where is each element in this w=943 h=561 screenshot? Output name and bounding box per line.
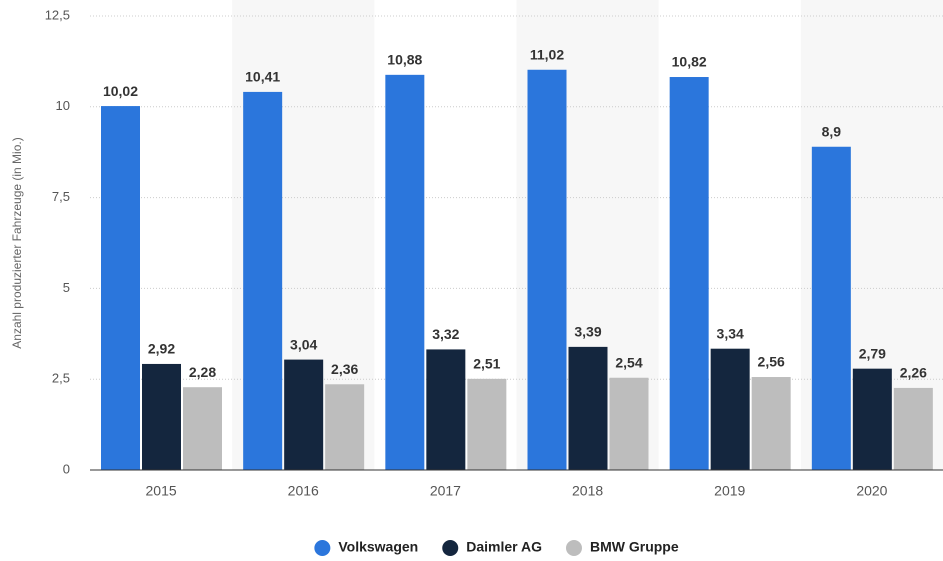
value-label: 2,54 [615, 354, 642, 370]
x-tick-label: 2020 [856, 483, 887, 499]
bar [101, 106, 140, 470]
bar [893, 387, 933, 470]
value-label: 10,02 [103, 83, 138, 99]
bar [183, 387, 222, 470]
value-label: 2,36 [331, 361, 358, 377]
x-tick-label: 2015 [146, 483, 177, 499]
value-label: 11,02 [530, 46, 564, 62]
bar [385, 74, 425, 470]
value-label: 10,82 [672, 54, 707, 70]
value-label: 8,9 [822, 123, 842, 139]
value-label: 2,92 [148, 341, 175, 357]
y-tick-label: 5 [63, 280, 70, 295]
y-tick-label: 12,5 [45, 7, 70, 22]
value-label: 3,34 [717, 325, 744, 341]
bar [852, 368, 892, 470]
y-tick-label: 10 [56, 98, 70, 113]
bar [527, 69, 567, 470]
x-tick-label: 2019 [714, 483, 745, 499]
bar [142, 363, 181, 470]
legend-label: Volkswagen [338, 539, 418, 555]
bar [243, 91, 283, 470]
bar [710, 348, 750, 470]
bar [751, 377, 791, 470]
value-label: 10,88 [387, 52, 422, 68]
bar [426, 349, 466, 470]
x-tick-label: 2017 [430, 483, 461, 499]
bar [669, 77, 709, 470]
value-label: 2,79 [859, 345, 886, 361]
legend-marker [314, 540, 331, 556]
legend-marker [442, 540, 459, 556]
bar [467, 378, 507, 470]
legend-label: BMW Gruppe [590, 539, 679, 555]
bar [609, 377, 649, 470]
bar [325, 384, 365, 470]
value-label: 10,41 [245, 69, 280, 85]
value-label: 3,39 [574, 324, 601, 340]
bar [284, 359, 324, 470]
value-label: 2,28 [189, 364, 216, 380]
y-tick-label: 7,5 [52, 189, 70, 204]
y-tick-label: 0 [63, 461, 70, 476]
bar [568, 346, 608, 470]
value-label: 3,04 [290, 336, 317, 352]
legend-label: Daimler AG [466, 539, 542, 555]
value-label: 2,56 [758, 354, 785, 370]
value-label: 2,51 [473, 356, 500, 372]
x-tick-label: 2018 [572, 483, 603, 499]
value-label: 3,32 [432, 326, 459, 342]
x-tick-label: 2016 [288, 483, 319, 499]
legend-marker [565, 540, 582, 556]
bar [811, 146, 851, 470]
y-tick-label: 2,5 [52, 371, 70, 386]
value-label: 2,26 [900, 365, 927, 381]
y-axis-label: Anzahl produzierter Fahrzeuge (in Mio.) [10, 137, 24, 348]
